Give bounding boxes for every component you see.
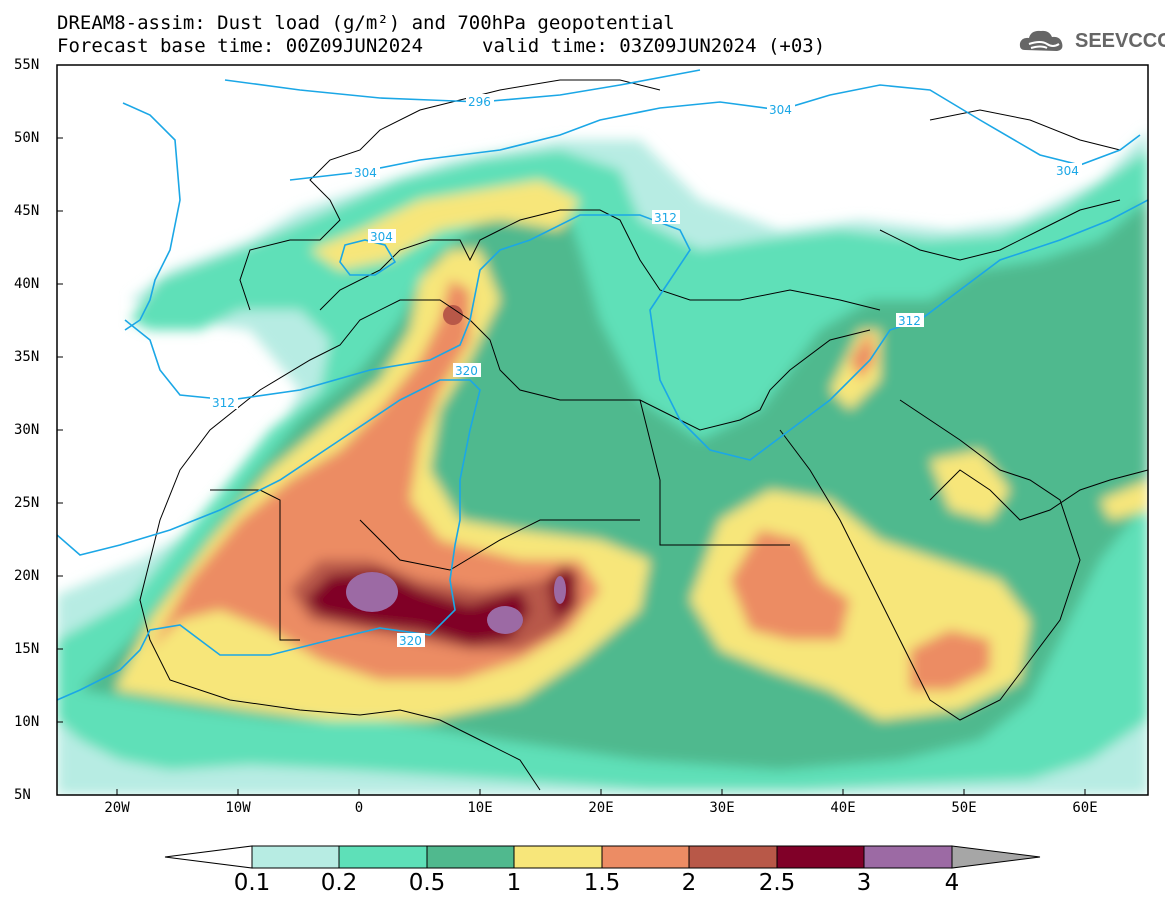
lon-label: 30E <box>709 800 735 816</box>
dust-max-algeria <box>443 305 463 325</box>
lat-label: 5N <box>14 787 31 803</box>
colorbar-label: 1.5 <box>583 870 621 896</box>
colorbar-bin <box>863 845 953 869</box>
valid-time: valid time: 03Z09JUN2024 (+03) <box>482 35 826 57</box>
colorbar-bin <box>251 845 340 869</box>
lon-label: 50E <box>951 800 977 816</box>
contour-label: 296 <box>468 95 491 109</box>
lat-label: 25N <box>14 495 40 511</box>
colorbar <box>164 845 1041 869</box>
contour-label: 312 <box>212 396 235 410</box>
contour-label: 304 <box>1056 164 1079 178</box>
colorbar-label: 0.5 <box>408 870 446 896</box>
contour-label: 304 <box>354 166 377 180</box>
cloud-icon <box>1019 30 1063 51</box>
colorbar-bin <box>601 845 690 869</box>
lat-label: 30N <box>14 422 40 438</box>
lon-label: 40E <box>830 800 856 816</box>
contour-label: 312 <box>898 314 921 328</box>
lat-label: 20N <box>14 568 40 584</box>
colorbar-label: 0.1 <box>233 870 271 896</box>
colorbar-bin <box>688 845 778 869</box>
colorbar-bin <box>426 845 515 869</box>
colorbar-bin <box>513 845 603 869</box>
lat-label: 10N <box>14 714 40 730</box>
lat-label: 35N <box>14 349 40 365</box>
colorbar-bin <box>776 845 865 869</box>
dust-field <box>57 65 1148 795</box>
contour-label: 320 <box>399 634 422 648</box>
axis-ticks <box>57 64 1086 795</box>
lat-label: 15N <box>14 641 40 657</box>
contour-label: 304 <box>769 103 792 117</box>
dust-max-mali <box>346 572 398 612</box>
lat-label: 55N <box>14 57 40 73</box>
seevccc-logo: SEEVCCC <box>1075 30 1165 52</box>
lon-label: 10W <box>225 800 251 816</box>
lon-label: 20W <box>104 800 130 816</box>
contour-320 <box>57 379 481 701</box>
contour-296 <box>224 69 701 103</box>
contour-304-west <box>122 102 181 331</box>
contour-label: 312 <box>654 211 677 225</box>
colorbar-label: 0.2 <box>320 870 358 896</box>
lat-label: 40N <box>14 276 40 292</box>
forecast-base-time: Forecast base time: 00Z09JUN2024 <box>57 35 424 57</box>
dust-max-chad <box>554 576 566 604</box>
contour-label: 304 <box>370 230 393 244</box>
coastlines <box>139 79 1148 791</box>
lon-label: 10E <box>467 800 493 816</box>
colorbar-label: 2 <box>681 870 697 896</box>
colorbar-label: 4 <box>944 870 960 896</box>
contour-labels: 296 304 304 304 304 312 312 312 320 320 <box>210 94 1082 648</box>
lat-label: 50N <box>14 130 40 146</box>
colorbar-high-arrow <box>951 845 1041 869</box>
colorbar-bin <box>338 845 428 869</box>
lon-label: 20E <box>588 800 614 816</box>
colorbar-label: 2.5 <box>758 870 796 896</box>
lat-label: 45N <box>14 203 40 219</box>
contour-label: 320 <box>455 364 478 378</box>
dust-max-niger <box>487 606 523 634</box>
lon-label: 60E <box>1072 800 1098 816</box>
lon-label: 0 <box>354 800 364 816</box>
colorbar-low-arrow <box>164 845 253 869</box>
colorbar-label: 1 <box>506 870 522 896</box>
map-title: DREAM8-assim: Dust load (g/m²) and 700hP… <box>57 12 675 34</box>
colorbar-label: 3 <box>856 870 872 896</box>
